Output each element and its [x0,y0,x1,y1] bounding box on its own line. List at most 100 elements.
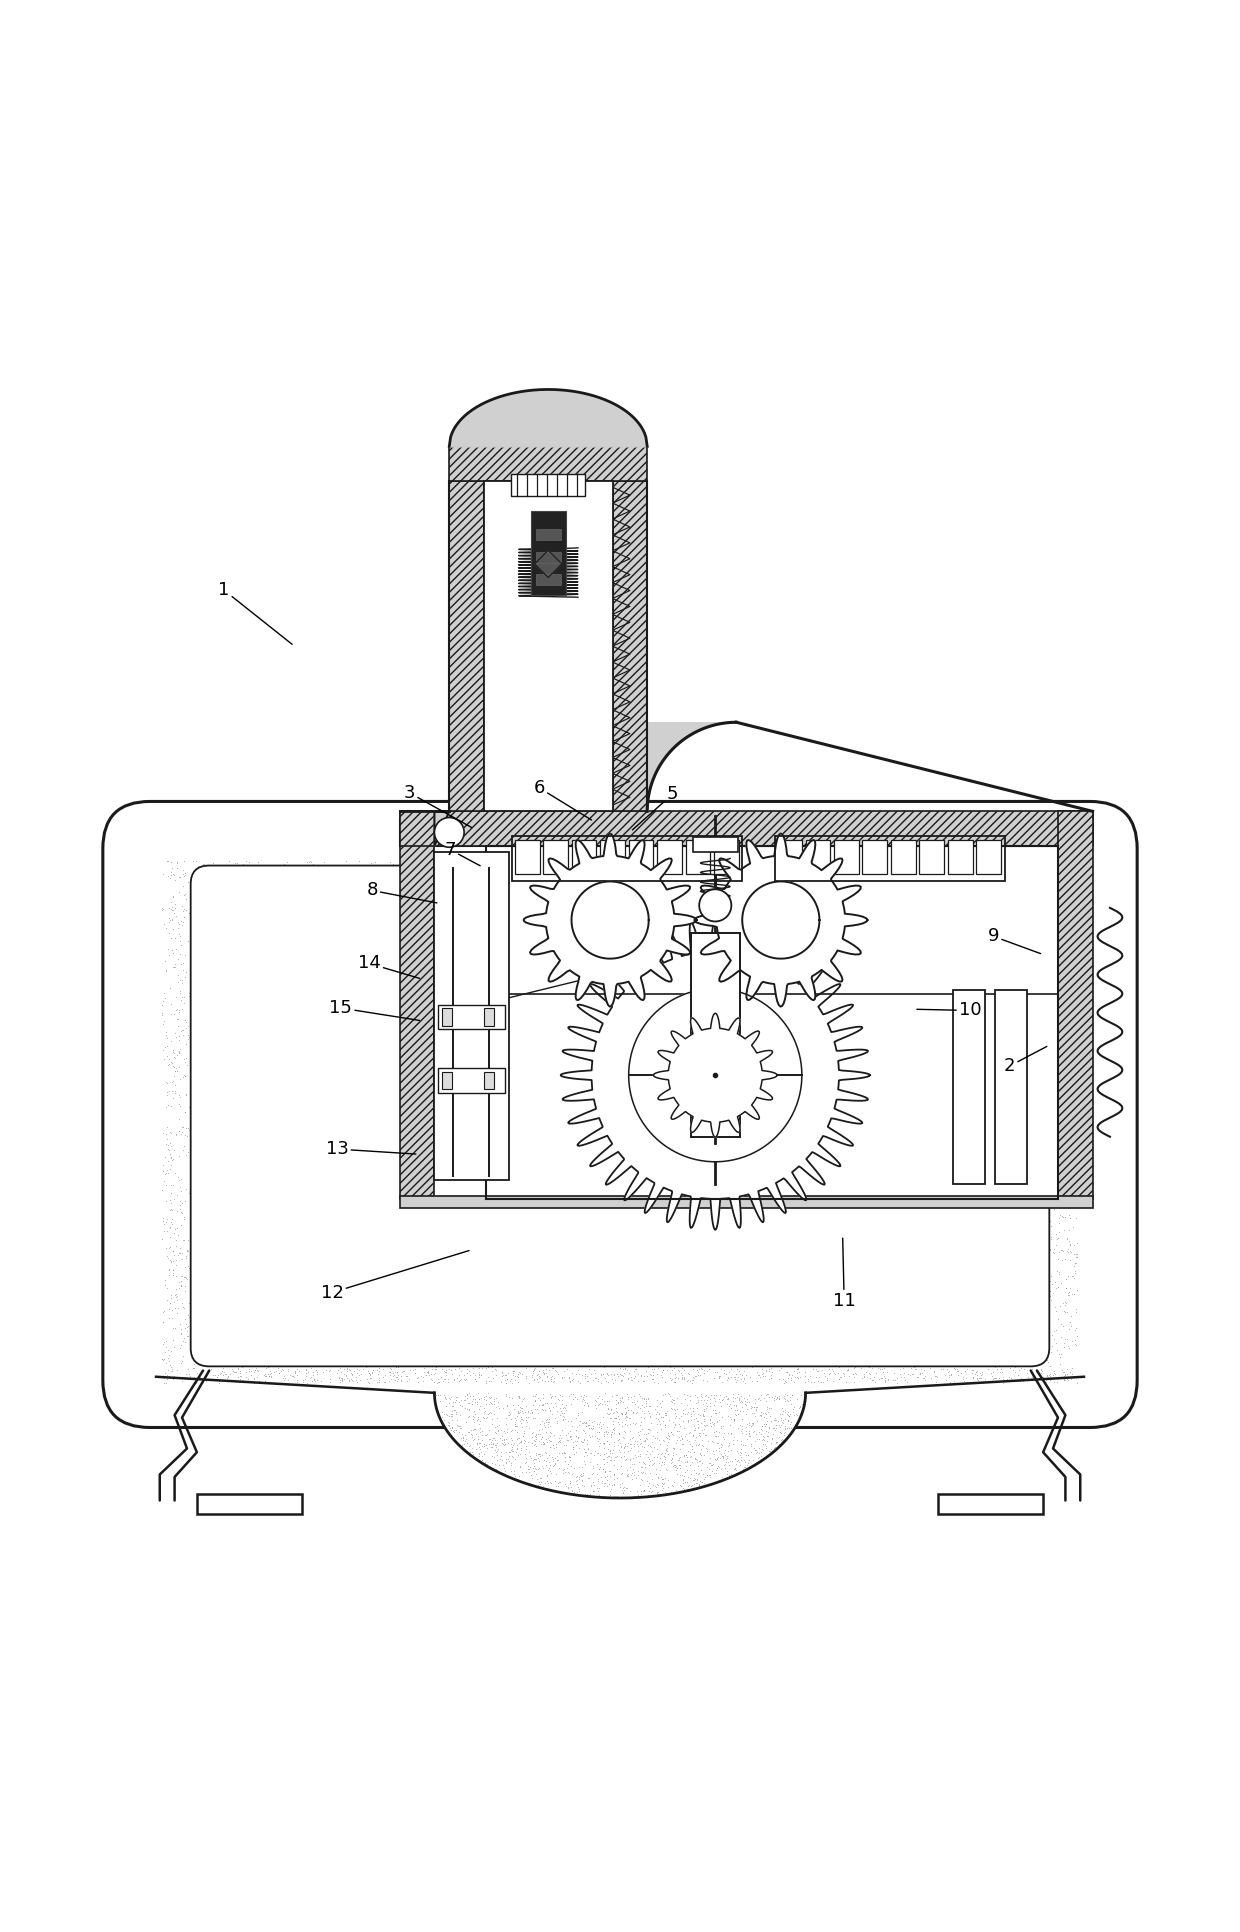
Point [655,1476,675,1507]
Point [551,1466,570,1497]
Point [658,1437,678,1468]
Point [1033,1337,1053,1368]
Point [972,1356,992,1387]
Point [965,848,985,879]
Point [446,1349,466,1379]
Point [880,864,900,895]
Bar [835,840,859,875]
Point [366,1345,386,1376]
Point [790,1356,810,1387]
Point [502,1368,522,1399]
Point [647,1397,667,1428]
Point [558,1441,578,1472]
Point [419,848,439,879]
Point [1032,1065,1052,1095]
Point [749,1416,769,1447]
Point [630,1470,650,1501]
Point [675,1474,694,1505]
Point [419,848,439,879]
Point [441,1354,461,1385]
Point [458,866,477,896]
Point [1028,873,1048,904]
Point [608,1480,627,1511]
Point [713,1422,733,1453]
Point [465,1387,485,1418]
Point [196,1310,216,1341]
Point [379,860,399,891]
Point [611,1364,631,1395]
Point [542,1426,562,1457]
Point [1038,1304,1058,1335]
Point [1064,1167,1084,1198]
Point [771,1424,791,1455]
Point [575,867,595,898]
Point [525,1364,544,1395]
Point [640,1414,660,1445]
Point [890,858,910,889]
Point [722,1418,742,1449]
Point [153,997,172,1028]
Point [734,1362,754,1393]
Point [921,1362,941,1393]
Point [527,1379,547,1410]
Point [1032,937,1052,968]
Point [195,896,215,927]
Point [495,1430,515,1461]
Point [498,867,518,898]
Point [563,846,583,877]
Point [160,1138,180,1169]
Point [188,1090,208,1121]
Point [513,1397,533,1428]
Point [161,922,181,952]
Point [651,1439,671,1470]
Point [422,1335,441,1366]
Point [658,862,678,893]
Point [963,862,983,893]
Point [511,867,531,898]
Point [895,1366,915,1397]
Point [968,1349,988,1379]
Point [262,1339,281,1370]
Point [615,1408,635,1439]
Point [1028,954,1048,985]
Point [551,1422,570,1453]
Point [790,1391,810,1422]
Point [552,1362,572,1393]
Point [187,1325,207,1356]
Point [619,1395,639,1426]
Point [1044,1323,1064,1354]
Point [672,1424,692,1455]
Point [766,850,786,881]
Point [460,1381,480,1412]
Point [166,1250,186,1281]
Point [587,1362,606,1393]
Point [159,1302,179,1333]
Point [751,1434,771,1464]
Point [616,1472,636,1503]
Point [427,1352,446,1383]
Point [469,1401,489,1432]
Point [1022,1279,1042,1310]
Point [630,1439,650,1470]
Point [198,1306,218,1337]
Point [200,1364,219,1395]
Point [537,1360,557,1391]
Point [719,1430,739,1461]
Point [184,952,203,983]
Point [769,1383,789,1414]
Point [508,1343,528,1374]
Point [967,1356,987,1387]
Point [724,1403,744,1434]
Point [190,1039,210,1070]
Point [171,1265,191,1296]
Point [1059,1151,1079,1182]
Point [945,1352,965,1383]
Point [167,945,187,976]
Point [169,1036,188,1066]
Text: 13: 13 [326,1140,415,1157]
Point [430,1335,450,1366]
Point [169,862,188,893]
Point [822,1352,842,1383]
Bar [515,840,539,875]
Point [159,846,179,877]
